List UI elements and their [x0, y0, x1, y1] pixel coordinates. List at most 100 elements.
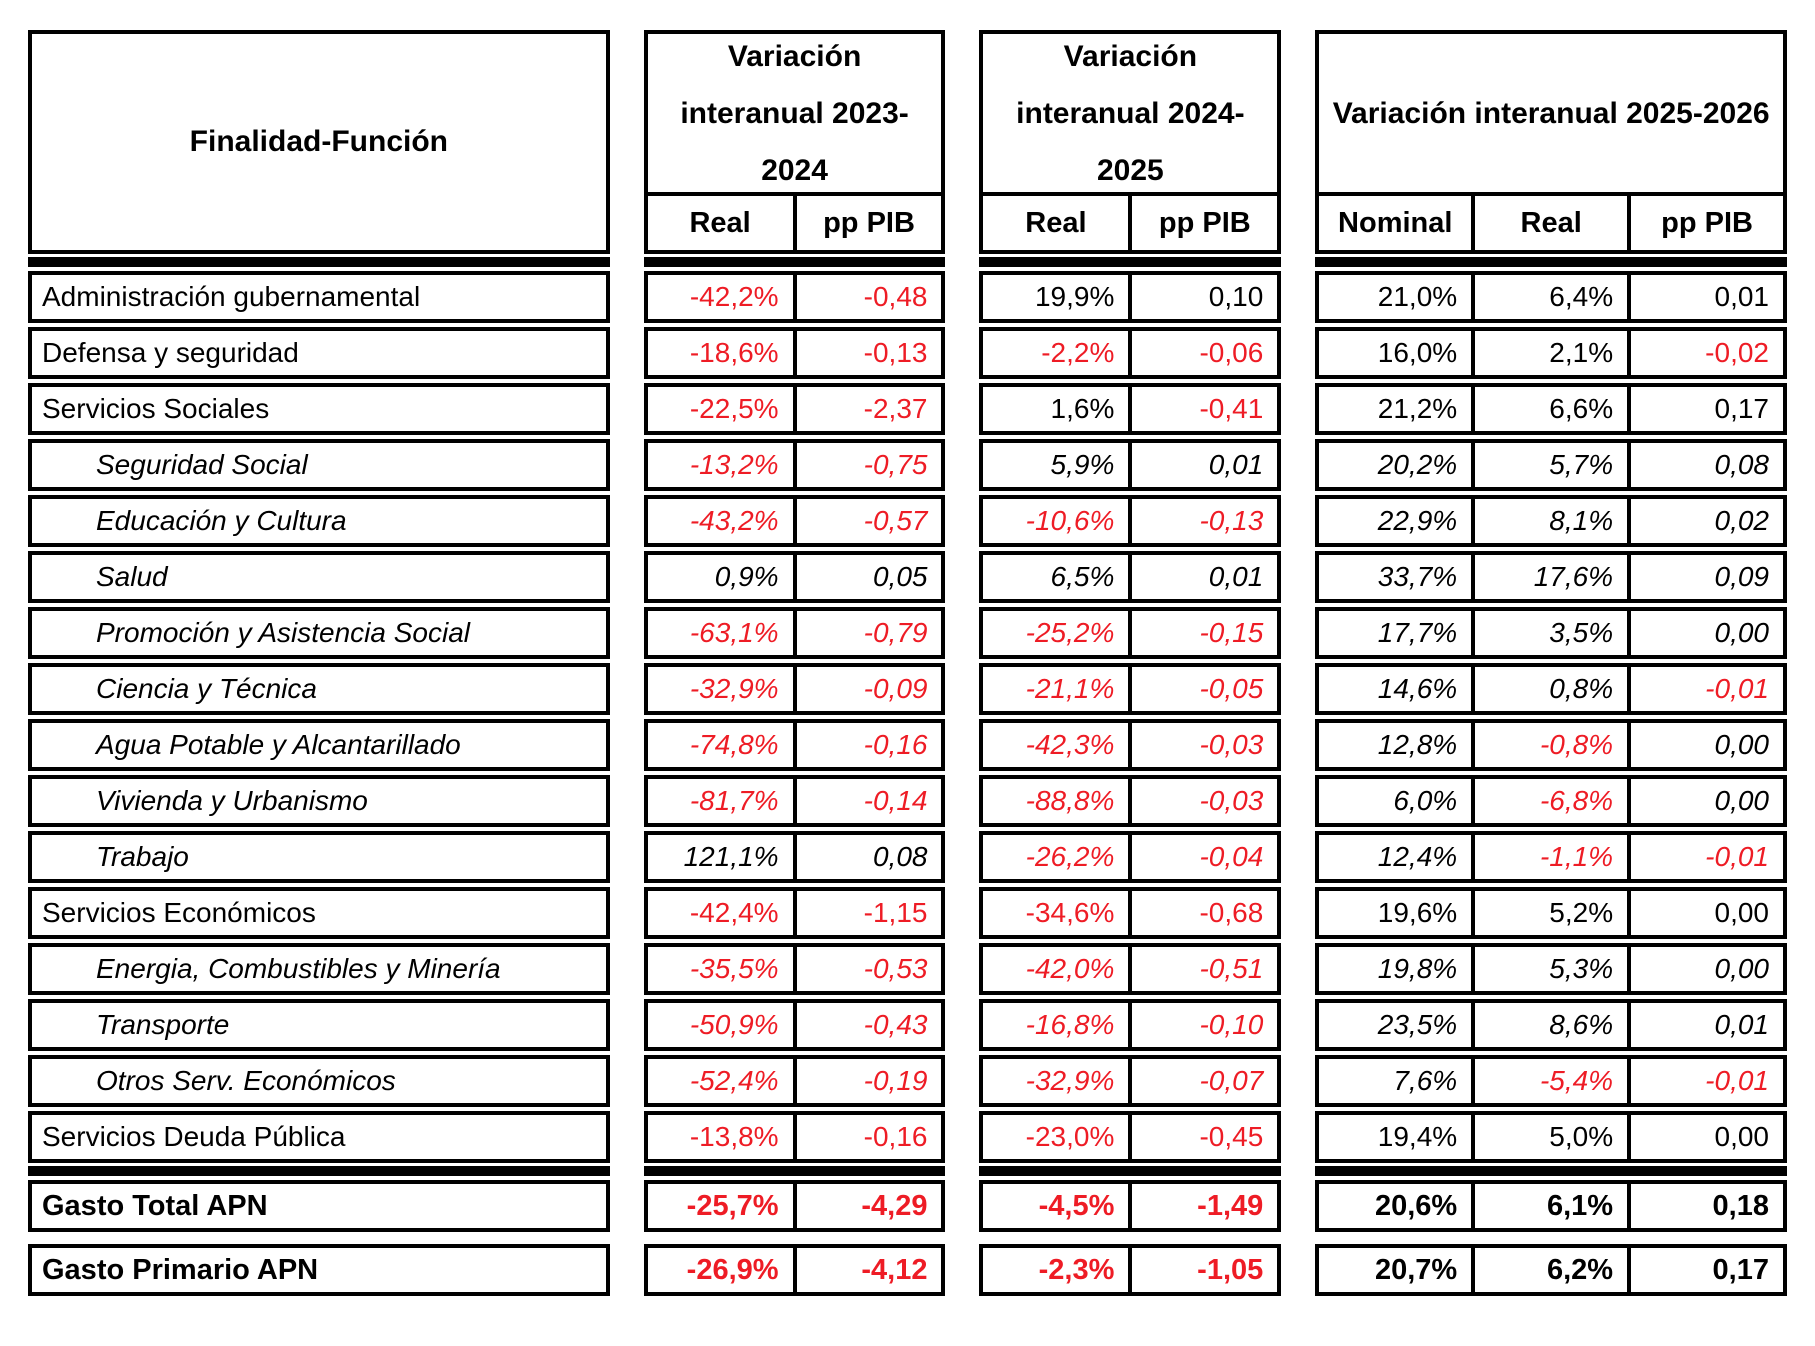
- total-separator: [1315, 1166, 1787, 1176]
- subcolumn-header: Real: [1025, 206, 1087, 239]
- table-row: -42,0% -0,51: [979, 943, 1282, 995]
- table-row: -21,1% -0,05: [979, 663, 1282, 715]
- value-cell: -43,2%: [689, 505, 779, 536]
- value-cell: -6,8%: [1471, 779, 1627, 823]
- row-label: Transporte: [96, 1009, 230, 1040]
- table-row: 7,6% -5,4% -0,01: [1315, 1055, 1787, 1107]
- value-cell: -0,75: [792, 443, 942, 487]
- value-cell: -34,6%: [1025, 897, 1115, 928]
- table-row: Salud: [28, 551, 610, 603]
- value-cell: 6,1%: [1471, 1184, 1627, 1228]
- table-row: 33,7% 17,6% 0,09: [1315, 551, 1787, 603]
- table-row: -50,9% -0,43: [643, 999, 946, 1051]
- value-cell: 19,4%: [1377, 1121, 1458, 1152]
- table-row: Vivienda y Urbanismo: [28, 775, 610, 827]
- value-cell: 21,0%: [1377, 281, 1458, 312]
- value-cell: -32,9%: [1025, 1065, 1115, 1096]
- table-row: -23,0% -0,45: [979, 1111, 1282, 1163]
- value-cell: -4,12: [792, 1248, 942, 1292]
- table-row: 16,0% 2,1% -0,02: [1315, 327, 1787, 379]
- total-separator: [643, 1166, 946, 1176]
- table-row: 19,6% 5,2% 0,00: [1315, 887, 1787, 939]
- table-row: -22,5% -2,37: [643, 383, 946, 435]
- value-cell: -0,03: [1128, 723, 1277, 767]
- table-row: -26,2% -0,04: [979, 831, 1282, 883]
- value-cell: -16,8%: [1025, 1009, 1115, 1040]
- subcolumn-header: pp PIB: [792, 196, 942, 250]
- row-label: Promoción y Asistencia Social: [96, 617, 471, 648]
- value-cell: -0,10: [1128, 1003, 1277, 1047]
- row-label: Otros Serv. Económicos: [96, 1065, 396, 1096]
- value-cell: 0,08: [1627, 443, 1783, 487]
- row-label: Energia, Combustibles y Minería: [96, 953, 501, 984]
- table-row: 6,0% -6,8% 0,00: [1315, 775, 1787, 827]
- value-cell: 3,5%: [1471, 611, 1627, 655]
- value-cell: 0,00: [1627, 779, 1783, 823]
- table-row: 23,5% 8,6% 0,01: [1315, 999, 1787, 1051]
- total-row: -4,5% -1,49: [979, 1180, 1282, 1232]
- value-rows-container-2023-2024: -42,2% -0,48 -18,6% -0,13 -22,5% -2,37 -13,2% -…: [643, 267, 946, 1296]
- subheader-row-2023-2024: Real pp PIB: [643, 192, 946, 254]
- header-separator: [1315, 257, 1787, 267]
- table-row: -34,6% -0,68: [979, 887, 1282, 939]
- value-cell: 19,9%: [1034, 281, 1115, 312]
- value-cell: -26,9%: [686, 1253, 779, 1286]
- value-cell: -25,2%: [1025, 617, 1115, 648]
- table-row: 19,4% 5,0% 0,00: [1315, 1111, 1787, 1163]
- table-row: Energia, Combustibles y Minería: [28, 943, 610, 995]
- row-label: Agua Potable y Alcantarillado: [96, 729, 461, 760]
- value-cell: -0,03: [1128, 779, 1277, 823]
- value-cell: 0,01: [1627, 275, 1783, 319]
- column-block-finalidad: Finalidad-Función Administración guberna…: [28, 30, 610, 1296]
- value-cell: 5,3%: [1471, 947, 1627, 991]
- total-separator: [28, 1166, 610, 1176]
- table-row: Administración gubernamental: [28, 271, 610, 323]
- value-cell: -0,19: [792, 1059, 942, 1103]
- value-cell: 0,09: [1627, 555, 1783, 599]
- value-cell: 6,0%: [1393, 785, 1458, 816]
- value-cell: -0,8%: [1471, 723, 1627, 767]
- row-label: Ciencia y Técnica: [96, 673, 317, 704]
- total-row: 20,6% 6,1% 0,18: [1315, 1180, 1787, 1232]
- value-cell: 8,1%: [1471, 499, 1627, 543]
- value-cell: -50,9%: [689, 1009, 779, 1040]
- table-row: Defensa y seguridad: [28, 327, 610, 379]
- value-cell: 5,7%: [1471, 443, 1627, 487]
- value-rows-container-2024-2025: 19,9% 0,10 -2,2% -0,06 1,6% -0,41 5,9% 0,01 -10,…: [979, 267, 1282, 1296]
- value-cell: 0,00: [1627, 1115, 1783, 1159]
- value-cell: -42,3%: [1025, 729, 1115, 760]
- value-cell: -0,01: [1627, 1059, 1783, 1103]
- value-cell: -0,43: [792, 1003, 942, 1047]
- value-cell: 6,4%: [1471, 275, 1627, 319]
- value-cell: 22,9%: [1377, 505, 1458, 536]
- table-row: -35,5% -0,53: [643, 943, 946, 995]
- subcolumn-header: Real: [689, 206, 751, 239]
- table-row: 0,9% 0,05: [643, 551, 946, 603]
- value-cell: 0,17: [1627, 1248, 1783, 1292]
- value-cell: 0,9%: [714, 561, 779, 592]
- value-rows-container-2025-2026: 21,0% 6,4% 0,01 16,0% 2,1% -0,02 21,2% 6,6% 0,17…: [1315, 267, 1787, 1296]
- value-cell: -0,02: [1627, 331, 1783, 375]
- value-cell: -1,15: [792, 891, 942, 935]
- row-label: Servicios Deuda Pública: [42, 1121, 346, 1152]
- value-cell: 6,5%: [1050, 561, 1115, 592]
- table-row: -2,2% -0,06: [979, 327, 1282, 379]
- table-row: 20,2% 5,7% 0,08: [1315, 439, 1787, 491]
- table-row: -52,4% -0,19: [643, 1055, 946, 1107]
- table-row: 1,6% -0,41: [979, 383, 1282, 435]
- value-cell: -0,57: [792, 499, 942, 543]
- value-cell: -0,16: [792, 1115, 942, 1159]
- table-row: -63,1% -0,79: [643, 607, 946, 659]
- value-cell: 20,2%: [1377, 449, 1458, 480]
- finalidad-funcion-header: Finalidad-Función: [28, 30, 610, 254]
- value-cell: -0,79: [792, 611, 942, 655]
- value-cell: -2,3%: [1038, 1253, 1115, 1286]
- table-row: 121,1% 0,08: [643, 831, 946, 883]
- value-cell: -42,2%: [689, 281, 779, 312]
- row-label: Salud: [96, 561, 168, 592]
- value-cell: -0,13: [792, 331, 942, 375]
- group-block-2023-2024: Variación interanual 2023-2024 Real pp PI…: [643, 30, 946, 1296]
- subheader-row-2025-2026: Nominal Real pp PIB: [1315, 192, 1787, 254]
- group-title-2024-2025: Variación interanual 2024-2025: [979, 30, 1282, 192]
